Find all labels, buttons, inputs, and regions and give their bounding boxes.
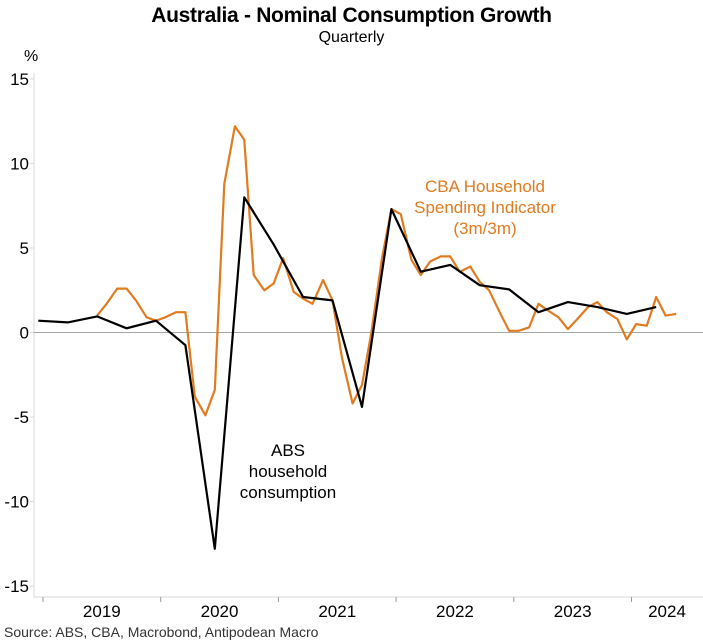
annotation-abs-household-consumption: ABS household consumption [240,441,336,502]
series-line-cba-spending-indicator [96,125,677,417]
y-tick-label: 15 [10,70,29,89]
series-line-abs-household-consumption [38,196,657,550]
chart-subtitle: Quarterly [318,29,385,46]
x-tick-label: 2021 [318,602,356,621]
annotation-cba-spending-indicator: CBA Household Spending Indicator (3m/3m) [414,177,556,238]
x-tick-label: 2022 [436,602,474,621]
y-tick-label: 10 [10,155,29,174]
annotation-line: ABS [271,441,305,460]
y-tick-label: -10 [4,493,29,512]
x-tick-label: 2024 [648,602,686,621]
annotation-line: household [249,462,327,481]
x-tick-label: 2020 [201,602,239,621]
annotation-line: (3m/3m) [453,219,516,238]
y-tick-label: 5 [20,239,29,258]
annotation-line: CBA Household [425,177,545,196]
annotation-line: consumption [240,483,336,502]
chart-title: Australia - Nominal Consumption Growth [151,4,552,27]
x-tick-label: 2023 [554,602,592,621]
y-axis-unit-label: % [24,48,39,65]
annotation-line: Spending Indicator [414,198,556,217]
source-note: Source: ABS, CBA, Macrobond, Antipodean … [4,624,319,640]
y-tick-label: -5 [14,408,29,427]
y-tick-label: -15 [4,577,29,596]
y-tick-label: 0 [20,324,29,343]
x-tick-label: 2019 [83,602,121,621]
